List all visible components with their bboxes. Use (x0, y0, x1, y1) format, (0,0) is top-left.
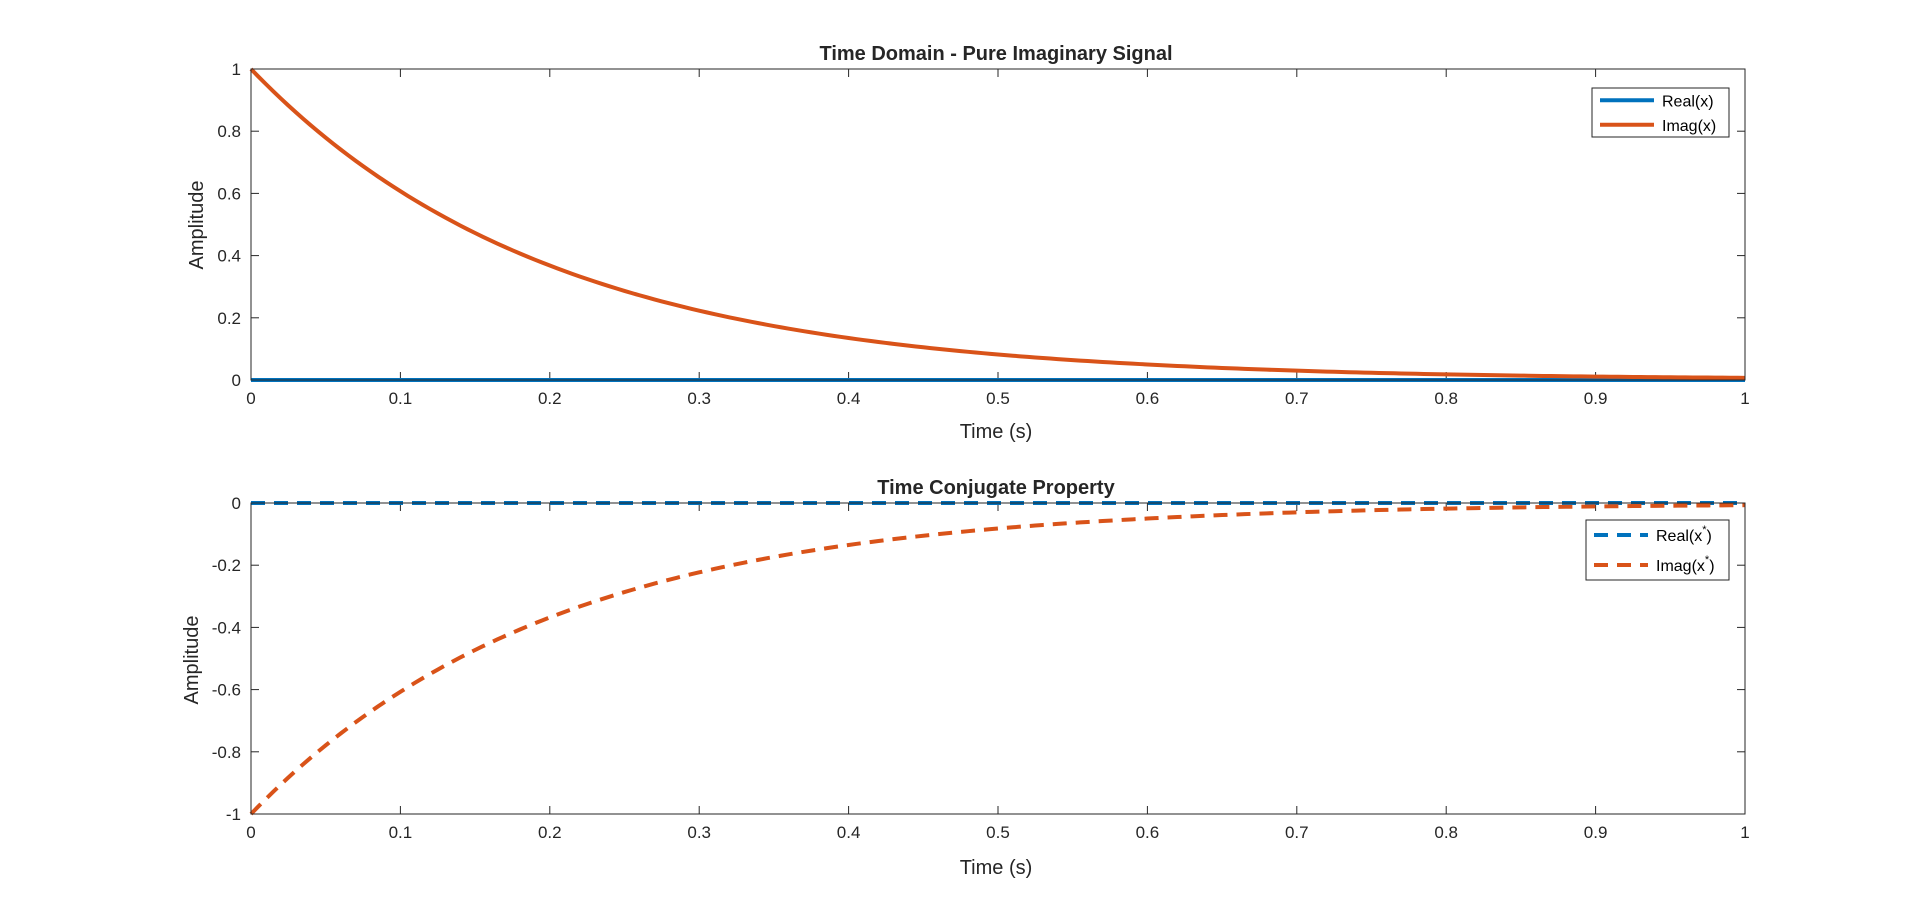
x-tick-label: 0.4 (837, 823, 861, 842)
y-axis-label: Amplitude (186, 181, 208, 270)
x-tick-label: 0.8 (1434, 823, 1458, 842)
x-tick-label: 0.7 (1285, 823, 1309, 842)
legend-label: Imag(x) (1662, 118, 1716, 135)
y-tick-label: 0.6 (217, 184, 241, 203)
x-axis-label: Time (s) (960, 421, 1033, 443)
x-tick-label: 0.9 (1584, 823, 1608, 842)
x-tick-label: 0.1 (389, 823, 413, 842)
legend-label: Imag(x*) (1656, 554, 1715, 575)
x-tick-label: 0.3 (687, 389, 711, 408)
y-tick-label: 0 (232, 371, 241, 390)
x-tick-label: 0.7 (1285, 389, 1309, 408)
x-tick-label: 1 (1740, 823, 1749, 842)
x-tick-label: 0 (246, 389, 255, 408)
plot-area (251, 69, 1745, 380)
y-tick-label: -0.2 (212, 556, 241, 575)
chart-title: Time Domain - Pure Imaginary Signal (819, 43, 1172, 65)
x-tick-label: 0.4 (837, 389, 861, 408)
legend-label: Real(x) (1662, 93, 1714, 110)
series-line-imag-x (249, 503, 1746, 816)
legend-label: Real(x*) (1656, 524, 1712, 545)
x-tick-label: 1 (1740, 389, 1749, 408)
y-tick-label: 0.8 (217, 122, 241, 141)
axes-box (250, 502, 1746, 815)
y-tick-label: 1 (232, 60, 241, 79)
x-tick-label: 0.5 (986, 823, 1010, 842)
y-tick-label: 0.2 (217, 309, 241, 328)
x-tick-label: 0.2 (538, 389, 562, 408)
x-tick-label: 0.9 (1584, 389, 1608, 408)
legend: Real(x) Imag(x) (1591, 87, 1730, 138)
x-tick-label: 0.6 (1136, 389, 1160, 408)
legend-box (1585, 519, 1730, 581)
series-line-imag-x (249, 67, 1746, 380)
y-tick-label: 0 (232, 494, 241, 513)
axes-box (250, 68, 1746, 381)
y-tick-label: 0.4 (217, 247, 241, 266)
y-tick-label: -0.4 (212, 618, 241, 637)
x-tick-label: 0.2 (538, 823, 562, 842)
x-tick-label: 0.6 (1136, 823, 1160, 842)
x-tick-label: 0 (246, 823, 255, 842)
plot-area (251, 503, 1745, 814)
x-axis-label: Time (s) (960, 857, 1033, 879)
x-tick-label: 0.5 (986, 389, 1010, 408)
legend-box (1591, 87, 1730, 138)
y-tick-label: -0.8 (212, 743, 241, 762)
axes-top: Time Domain - Pure Imaginary Signal Time… (186, 43, 1750, 443)
legend: Real(x*) Imag(x*) (1585, 519, 1730, 581)
y-axis-label: Amplitude (181, 616, 203, 705)
x-tick-label: 0.8 (1434, 389, 1458, 408)
x-tick-label: 0.3 (687, 823, 711, 842)
y-tick-label: -1 (226, 805, 241, 824)
axes-bottom: Time Conjugate Property Time (s) Amplitu… (181, 477, 1750, 879)
chart-title: Time Conjugate Property (877, 477, 1115, 499)
y-tick-label: -0.6 (212, 681, 241, 700)
x-tick-label: 0.1 (389, 389, 413, 408)
